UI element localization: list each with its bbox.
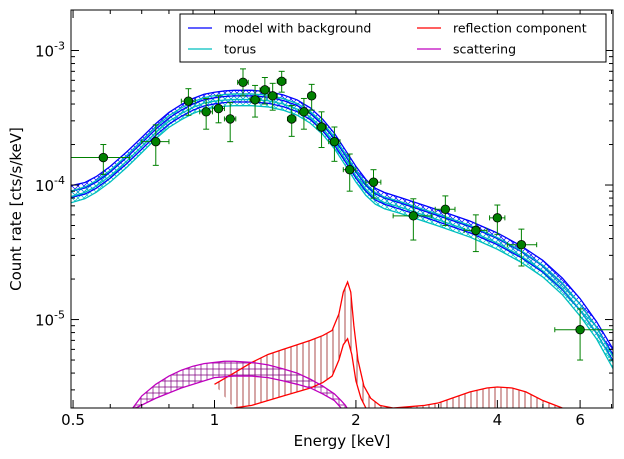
legend: model with background torus reflection com…: [179, 13, 607, 63]
data-point-22: [506, 228, 538, 267]
tick-exponent: -4: [54, 174, 65, 187]
data-point-11: [286, 105, 297, 137]
line-lower-scattering: [135, 375, 342, 408]
tick-base: 10: [35, 312, 54, 330]
data-point-9: [267, 82, 278, 111]
data-point-14: [316, 111, 327, 149]
y-tick-label: 10-5: [35, 309, 65, 330]
data-point-21: [489, 204, 506, 235]
line-upper-reflection-component: [214, 280, 565, 408]
data-point-0: [71, 144, 131, 175]
data-point-20: [463, 214, 488, 253]
data-marker: [329, 136, 340, 147]
data-marker: [213, 103, 224, 114]
x-tick-label: 0.5: [61, 411, 85, 429]
data-marker: [183, 96, 194, 106]
band-scattering: [132, 361, 348, 408]
data-point-6: [237, 68, 249, 97]
tick-base: 10: [35, 42, 54, 60]
legend-label: torus: [224, 42, 256, 57]
line-upper-scattering: [132, 360, 348, 408]
x-axis-ticks: 0.5 1 2 4 6: [61, 10, 613, 429]
data-marker: [516, 240, 527, 250]
data-point-13: [306, 83, 317, 111]
line-lower-reflection-component: [233, 337, 367, 408]
data-point-7: [249, 84, 261, 118]
data-marker: [267, 91, 278, 101]
tick-exponent: -5: [54, 309, 65, 322]
data-point-16: [342, 153, 357, 192]
data-marker: [440, 204, 451, 214]
data-marker: [316, 122, 327, 132]
data-marker: [98, 152, 109, 163]
data-marker: [225, 114, 235, 124]
data-marker: [368, 177, 379, 187]
y-axis-ticks: 10-510-410-3: [35, 9, 613, 391]
x-tick-label: 4: [493, 411, 503, 429]
data-marker: [492, 213, 503, 223]
data-marker: [151, 136, 161, 147]
data-point-17: [365, 169, 382, 199]
x-tick-label: 6: [575, 411, 585, 429]
data-marker: [260, 85, 270, 95]
legend-label: model with background: [224, 21, 371, 36]
data-marker: [201, 107, 211, 117]
data-marker: [238, 77, 248, 88]
data-marker: [306, 91, 317, 101]
legend-label: scattering: [453, 42, 516, 57]
legend-frame: [179, 13, 607, 63]
tick-base: 10: [35, 177, 54, 195]
legend-label: reflection component: [453, 21, 587, 36]
y-tick-label: 10-4: [35, 174, 65, 195]
x-tick-label: 2: [351, 411, 361, 429]
tick-exponent: -3: [54, 39, 65, 52]
data-point-19: [434, 195, 456, 227]
data-point-15: [328, 126, 341, 162]
data-marker: [471, 225, 481, 236]
data-point-23: [554, 308, 613, 361]
data-marker: [287, 114, 297, 124]
data-marker: [299, 107, 309, 117]
data-marker: [250, 95, 260, 105]
data-marker: [345, 164, 355, 175]
data-marker: [575, 325, 585, 335]
data-marker: [276, 76, 287, 87]
x-axis-label: Energy [keV]: [294, 432, 391, 450]
data-point-18: [392, 198, 433, 241]
data-point-5: [223, 102, 237, 143]
data-point-4: [211, 95, 225, 124]
data-point-2: [180, 88, 196, 116]
data-point-8: [259, 76, 271, 105]
data-marker: [408, 211, 419, 221]
x-tick-label: 1: [210, 411, 220, 429]
data-point-1: [141, 124, 170, 166]
y-tick-label: 10-3: [35, 39, 65, 60]
data-point-10: [276, 70, 287, 93]
data-point-3: [199, 97, 213, 130]
data-points: [71, 68, 613, 361]
y-axis-label: Count rate [cts/s/keV]: [7, 127, 25, 291]
plot-frame: [70, 9, 614, 409]
